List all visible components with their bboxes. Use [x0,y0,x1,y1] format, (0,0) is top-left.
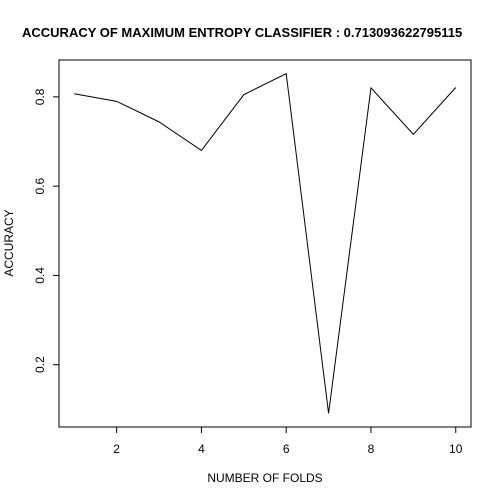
x-tick-label: 10 [449,442,463,456]
x-tick-label: 4 [198,442,205,456]
chart-title: ACCURACY OF MAXIMUM ENTROPY CLASSIFIER :… [22,25,462,40]
accuracy-series-line [74,72,457,414]
x-tick-label: 2 [113,442,120,456]
x-tick-label: 6 [283,442,290,456]
data-points [74,74,456,414]
x-tick-label: 8 [368,442,375,456]
y-tick-label: 0.6 [33,177,47,194]
y-tick-label: 0.4 [33,267,47,284]
plot-frame [58,59,472,428]
y-tick-label: 0.8 [33,88,47,105]
y-axis: 0.2 0.4 0.6 0.8 [33,88,60,373]
x-axis-label: NUMBER OF FOLDS [207,471,322,485]
y-tick-label: 0.2 [33,356,47,373]
y-axis-label: ACCURACY [2,209,16,276]
x-axis: 2 4 6 8 10 [113,426,463,456]
